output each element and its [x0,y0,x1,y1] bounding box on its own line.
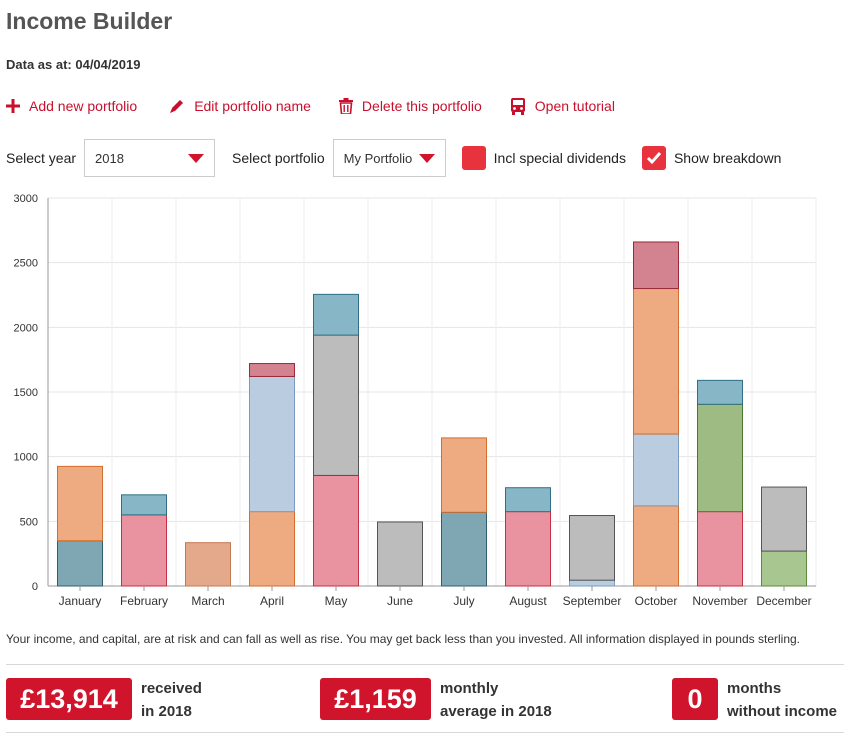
y-tick-label: 2000 [14,322,38,334]
x-tick-label: January [59,594,102,608]
bar-segment [761,550,807,587]
portfolio-select-value: My Portfolio [343,150,413,166]
bar-segment [313,293,359,336]
x-tick-label: February [120,594,168,608]
bar-segment [633,241,679,290]
bar-segment [57,465,103,542]
bar-segment [185,542,231,587]
bar-segment [569,515,615,581]
edit-portfolio-name-button[interactable]: Edit portfolio name [169,98,311,114]
x-tick-label: April [260,594,284,608]
bar-segment [761,486,807,552]
monthly-average-caption: monthly average in 2018 [440,677,552,723]
bar-segment [697,511,743,587]
bar-segment [633,433,679,507]
total-received-line2: in 2018 [141,703,192,720]
y-tick-label: 3000 [14,193,38,205]
add-portfolio-label: Add new portfolio [29,98,138,114]
total-received-caption: received in 2018 [141,677,202,723]
open-tutorial-button[interactable]: Open tutorial [510,97,615,115]
total-received-badge: £13,914 [6,678,132,720]
special-dividends-checkbox[interactable] [461,146,486,170]
bar-segment [57,540,103,587]
year-select-value: 2018 [95,150,124,166]
monthly-average-line2: average in 2018 [440,703,552,720]
checkmark-icon [646,152,662,165]
x-tick-label: October [635,594,678,608]
open-tutorial-label: Open tutorial [534,98,615,114]
bar-segment [249,375,295,513]
data-as-at: Data as at: 04/04/2019 [6,57,141,72]
y-tick-label: 1000 [14,452,38,464]
risk-disclaimer: Your income, and capital, are at risk an… [6,632,801,646]
bar-segment [505,511,551,587]
bar-segment [313,334,359,476]
months-without-income-line2: without income [727,703,837,720]
chart-controls: Select year 2018 Select portfolio My Por… [6,138,797,178]
x-tick-label: March [191,594,224,608]
bar-segment [633,505,679,587]
select-portfolio-label: Select portfolio [232,150,325,166]
delete-portfolio-button[interactable]: Delete this portfolio [338,98,482,114]
bar-segment [697,379,743,405]
bus-icon [510,97,525,115]
pencil-icon [170,100,184,113]
divider [6,732,844,733]
year-select[interactable]: 2018 [84,139,216,177]
show-breakdown-label: Show breakdown [673,150,782,166]
income-chart: 0 500 1000 1500 2000 2500 3000 January February M… [14,193,817,608]
show-breakdown-checkbox[interactable] [641,146,666,170]
x-tick-label: June [387,594,413,608]
monthly-average-line1: monthly [440,680,499,697]
y-tick-label: 500 [20,516,38,528]
bar-segment [697,403,743,513]
caret-down-icon [188,153,205,163]
add-portfolio-button[interactable]: Add new portfolio [6,98,137,114]
bar-segment [633,288,679,435]
months-without-income-line1: months [727,680,782,697]
bar-segment [569,579,615,587]
bar-segment [441,437,487,513]
delete-portfolio-label: Delete this portfolio [361,98,482,114]
x-tick-label: November [692,594,747,608]
divider [6,664,844,665]
bar-segment [121,514,167,587]
months-without-income-badge: 0 [672,678,718,720]
monthly-average-badge: £1,159 [320,678,431,720]
trash-icon [338,98,353,114]
y-tick-label: 2500 [14,258,38,270]
plus-icon [6,99,20,113]
bar-segment [441,511,487,587]
x-tick-label: December [756,594,811,608]
bar-segment [249,511,295,587]
edit-portfolio-name-label: Edit portfolio name [194,98,311,114]
total-received-line1: received [141,680,202,697]
x-tick-label: September [563,594,622,608]
x-tick-label: August [509,594,547,608]
page-title: Income Builder [6,8,173,34]
portfolio-select[interactable]: My Portfolio [332,139,446,177]
bar-segment [377,521,423,587]
bar-segment [249,363,295,377]
special-dividends-label: Incl special dividends [493,150,626,166]
y-tick-label: 1500 [14,387,38,399]
select-year-label: Select year [6,150,77,166]
x-tick-label: May [325,594,348,608]
caret-down-icon [418,153,435,163]
bar-segment [121,494,167,516]
bar-segment [505,487,551,513]
bar-segment [313,474,359,587]
y-tick-label: 0 [32,581,38,593]
action-bar: Add new portfolio Edit portfolio name De… [6,95,643,117]
months-without-income-caption: months without income [727,677,837,723]
x-tick-label: July [453,594,474,608]
